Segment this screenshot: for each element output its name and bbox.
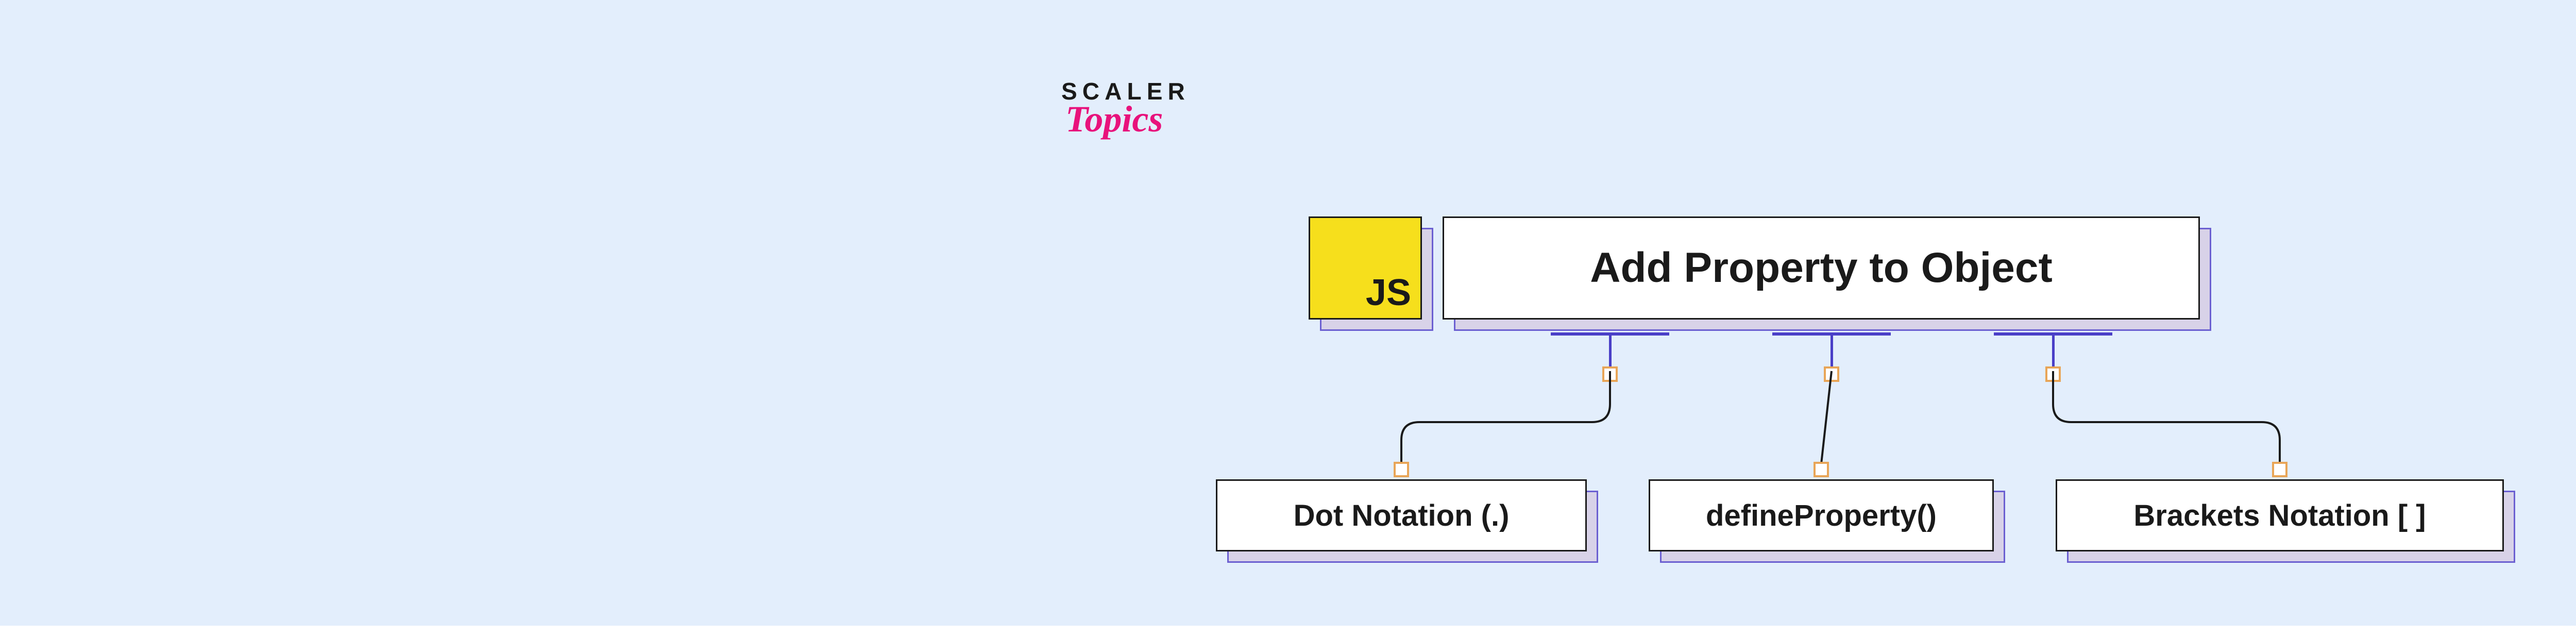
root-node-label: Add Property to Object (1590, 244, 2053, 292)
connector-nub-bot-1 (1814, 462, 1829, 477)
diagram-area: SCALER Topics JS Add Property to Object (0, 0, 2576, 626)
connector-t-0 (1551, 332, 1669, 369)
connector-nub-bot-2 (2272, 462, 2287, 477)
leaf-node-2: Brackets Notation [ ] (2056, 479, 2504, 551)
js-icon: JS (1309, 216, 1422, 320)
leaf-node-0: Dot Notation (.) (1216, 479, 1587, 551)
root-node: Add Property to Object (1443, 216, 2200, 320)
scaler-topics-logo: SCALER Topics (1061, 77, 1190, 141)
leaf-node-0-label: Dot Notation (.) (1294, 498, 1510, 533)
connector-nub-bot-0 (1394, 462, 1409, 477)
canvas: SCALER Topics JS Add Property to Object (0, 0, 2576, 636)
connector-t-2 (1994, 332, 2112, 369)
leaf-node-1: defineProperty() (1649, 479, 1994, 551)
leaf-node-1-label: defineProperty() (1706, 498, 1937, 533)
connector-t-1 (1772, 332, 1891, 369)
connector-elbow-1 (1801, 371, 1852, 469)
js-label: JS (1366, 272, 1411, 314)
connector-elbow-2 (2032, 371, 2300, 469)
leaf-node-2-label: Brackets Notation [ ] (2133, 498, 2426, 533)
connector-elbow-0 (1381, 371, 1631, 469)
